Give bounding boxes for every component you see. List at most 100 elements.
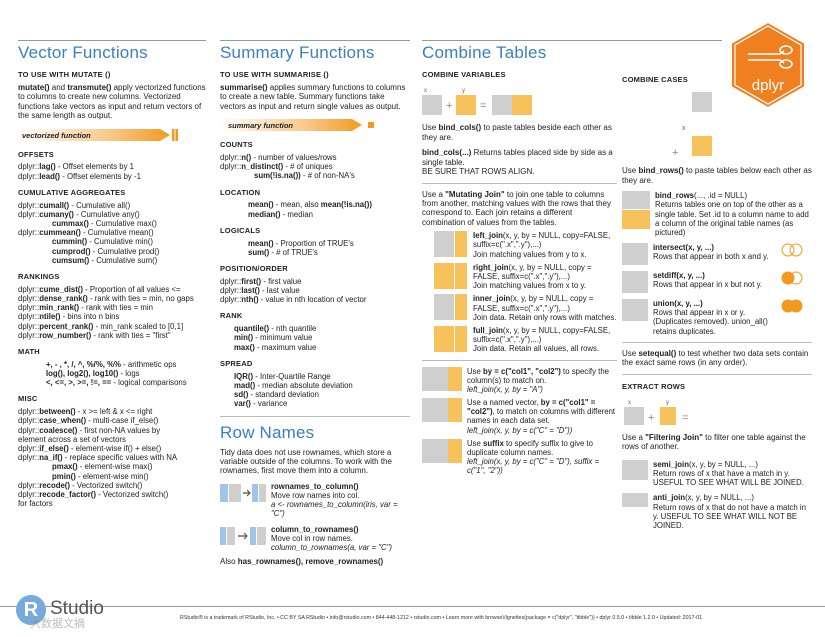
intro-text: mutate() and transmute() apply vectorize… [18, 82, 206, 121]
combine-cases-heading: COMBINE CASES [622, 75, 688, 84]
function-item: dplyr::recode_factor() - Vectorized swit… [18, 489, 169, 499]
function-item: dplyr::case_when() - multi-case if_else(… [18, 416, 159, 426]
named-by-item: Use a named vector, by = c("col1" = "col… [422, 398, 617, 435]
function-item: dplyr::if_else() - element-wise if() + e… [18, 443, 162, 453]
rankings-list: dplyr::cume_dist() - Proportion of all v… [18, 285, 206, 340]
function-item: dplyr::nth() - value in nth location of … [220, 295, 367, 305]
combine-cases-column: COMBINE CASES x + y Use bind_rows() to p… [622, 68, 812, 533]
function-item: mad() - median absolute deviation [234, 380, 353, 390]
function-example: a <- rownames_to_column(iris, var = "C") [271, 500, 398, 519]
function-item: +, - , *, /, ^, %/%, %% - arithmetic ops [46, 359, 177, 369]
function-item: dplyr::ntile() - bins into n bins [18, 312, 120, 322]
svg-text:y: y [666, 400, 669, 406]
join-item: right_join(x, y, by = NULL, copy = FALSE… [434, 262, 617, 291]
svg-text:x: x [424, 88, 427, 94]
bind-rows-diagram: x + y [672, 91, 712, 166]
function-item: dplyr::cummean() - Cumulative mean() [18, 228, 154, 238]
vector-functions-column: Vector Functions TO USE WITH MUTATE () m… [18, 40, 206, 508]
divider [422, 182, 617, 184]
join-item: inner_join(x, y, by = NULL, copy = FALSE… [434, 294, 617, 322]
function-item: cummin() - Cumulative min() [52, 237, 153, 247]
join-table-icon [422, 438, 462, 463]
counts-list: dplyr::n() - number of values/rows dplyr:… [220, 153, 410, 181]
function-item: dplyr::coalesce() - first non-NA values … [18, 425, 161, 435]
cumulative-list: dplyr::cumall() - Cumulative all() dplyr:… [18, 201, 206, 265]
join-table-icon [622, 459, 648, 480]
function-item: dplyr::last() - last value [220, 286, 300, 296]
svg-text:summary function: summary function [228, 121, 293, 130]
table-transform-icon [220, 483, 266, 502]
rstudio-wordmark: Studio [50, 598, 104, 619]
divider [622, 373, 812, 375]
math-heading: MATH [18, 346, 40, 356]
misc-list: dplyr::between() - x >= left & x <= righ… [18, 407, 206, 508]
also-text: Also has_rownames(), remove_rownames() [220, 557, 384, 567]
divider [422, 359, 617, 361]
function-desc: Move col in row names. [271, 533, 353, 543]
offsets-list: dplyr::lag() - Offset elements by 1 dplyr… [18, 162, 206, 180]
function-item: cumprod() - Cumulative prod() [52, 246, 160, 256]
vector-arrow-icon: vectorized function [18, 128, 178, 141]
set-operation-item: union(x, y, ...) Rows that appear in x or… [622, 299, 812, 336]
misc-heading: MISC [18, 394, 38, 404]
set-operation-item: setdiff(x, y, ...) Rows that appear in x … [622, 271, 812, 294]
cumulative-heading: CUMULATIVE AGGREGATES [18, 187, 126, 197]
join-item: full_join(x, y, by = NULL, copy=FALSE, s… [434, 325, 617, 354]
function-item: dplyr::between() - x >= left & x <= righ… [18, 407, 153, 417]
summary-arrow-icon: summary function [220, 119, 374, 132]
function-item: cumsum() - Cumulative sum() [52, 255, 158, 265]
row-names-intro: Tidy data does not use rownames, which s… [220, 447, 392, 476]
function-item: log(), log2(), log10() - logs [46, 369, 140, 379]
row-names-title: Row Names [220, 423, 315, 443]
function-item: dplyr::dense_rank() - rank with ties = m… [18, 294, 194, 304]
divider [422, 40, 722, 41]
function-item: quantile() - nth quantile [234, 324, 317, 334]
spread-heading: SPREAD [220, 358, 253, 368]
svg-text:+: + [672, 147, 678, 159]
table-icon [622, 299, 648, 322]
suffix-item: Use suffix to specify suffix to give to … [422, 438, 617, 476]
mutating-join-text: Use a "Mutating Join" to join one table … [422, 189, 611, 227]
watermark: 大数据文摘 [30, 618, 85, 630]
function-item: dplyr::cume_dist() - Proportion of all v… [18, 284, 181, 294]
table-icon [622, 271, 648, 294]
section-title: Vector Functions [18, 43, 148, 62]
summary-functions-column: Summary Functions TO USE WITH SUMMARISE … [220, 40, 410, 569]
rank-heading: RANK [220, 311, 243, 321]
intro-text: summarise() applies summary functions to… [220, 82, 406, 111]
dplyr-hex-logo: dplyr [730, 20, 806, 110]
function-item: dplyr::n() - number of values/rows [220, 153, 337, 163]
stacked-table-icon [622, 191, 650, 230]
rstudio-logo: R Studio [16, 595, 126, 631]
svg-text:y: y [682, 159, 686, 160]
function-item: max() - maximum value [234, 342, 317, 352]
svg-text:=: = [682, 412, 688, 424]
bind-cols-text: Use bind_cols() to paste tables beside e… [422, 123, 612, 142]
section-title: Summary Functions [220, 43, 375, 62]
function-example: column_to_rownames(a, var = "C") [271, 542, 393, 552]
svg-text:+: + [446, 100, 452, 112]
function-desc: Move row names into col. [271, 491, 360, 500]
function-item: <, <=, >, >=, !=, == - logical compariso… [46, 378, 187, 388]
join-table-icon [434, 262, 467, 289]
summary-function-diagram: summary function [220, 117, 410, 133]
function-item: cummax() - Cumulative max() [52, 219, 157, 229]
anti-join-item: anti_join(x, y, by = NULL, ...) Return ro… [622, 493, 812, 530]
function-item: dplyr::first() - first value [220, 276, 302, 286]
position-heading: POSITION/ORDER [220, 264, 288, 274]
function-item: sum() - # of TRUE's [248, 247, 318, 257]
join-table-icon [434, 231, 467, 258]
footer-text: RStudio® is a trademark of RStudio, Inc.… [180, 615, 703, 621]
rownames-to-column-item: rownames_to_column() Move row names into… [220, 482, 410, 519]
divider [622, 341, 812, 343]
function-name: column_to_rownames() [271, 524, 359, 534]
rank-list: quantile() - nth quantile min() - minimum… [220, 324, 410, 352]
function-item: dplyr::cumany() - Cumulative any() [18, 209, 140, 219]
function-name: rownames_to_column() [271, 481, 359, 491]
location-heading: LOCATION [220, 187, 261, 197]
venn-diagram-icon [781, 243, 803, 257]
join-item: left_join(x, y, by = NULL, copy=FALSE, s… [434, 231, 617, 259]
logicals-list: mean() - Proportion of TRUE's sum() - # o… [220, 239, 410, 257]
combine-variables-heading: COMBINE VARIABLES [422, 70, 506, 80]
function-item: mean() - Proportion of TRUE's [248, 238, 354, 248]
